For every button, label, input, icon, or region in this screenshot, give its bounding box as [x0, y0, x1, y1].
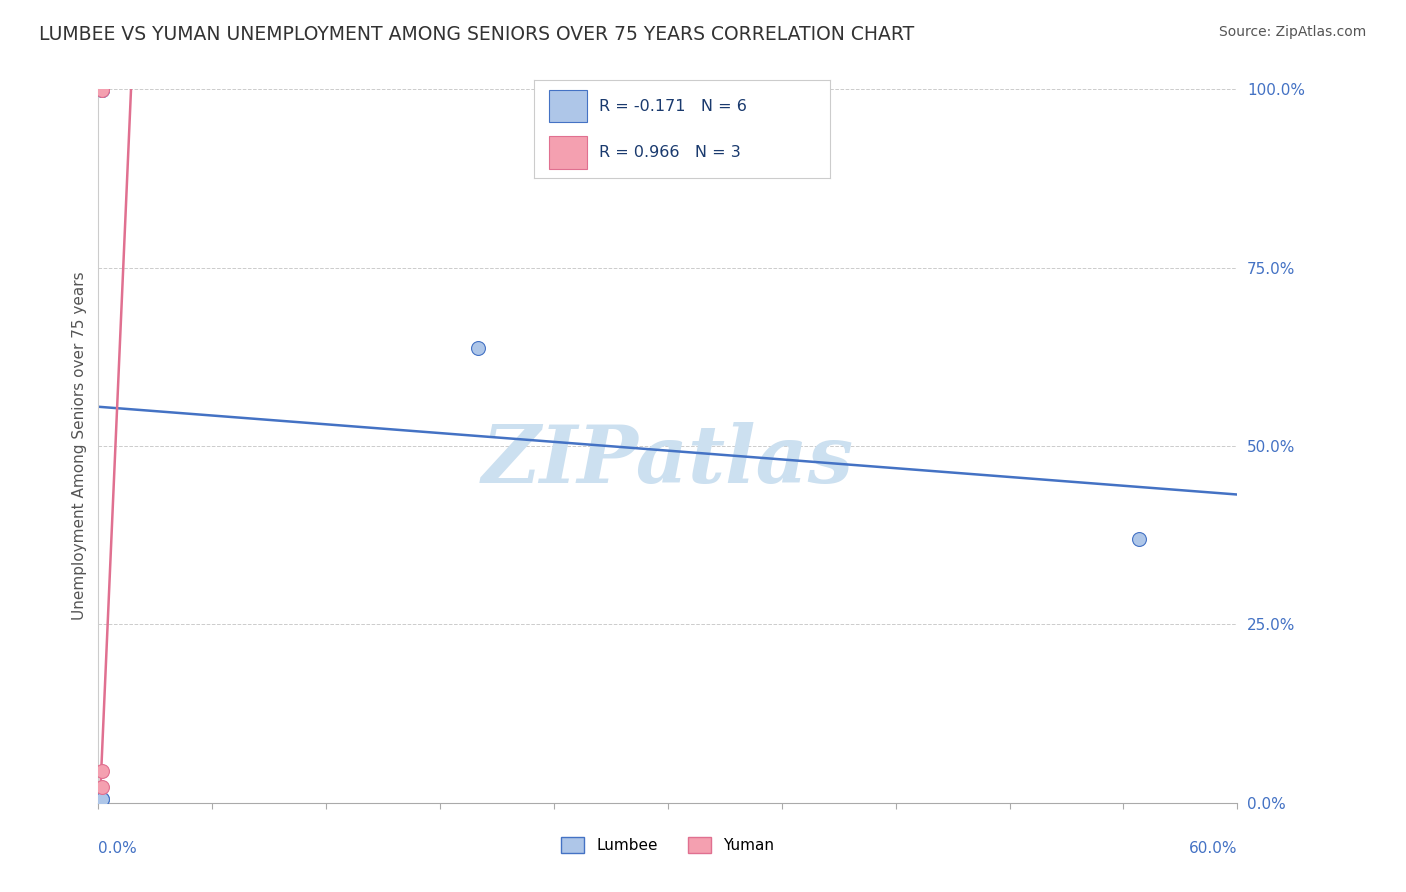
- Point: [91, 764, 114, 778]
- Y-axis label: Unemployment Among Seniors over 75 years: Unemployment Among Seniors over 75 years: [72, 272, 87, 620]
- Bar: [548, 136, 588, 169]
- Point: [1128, 532, 1150, 546]
- Bar: [548, 90, 588, 122]
- Point: [91, 792, 114, 806]
- Point: [91, 83, 114, 97]
- Point: [91, 83, 114, 97]
- Text: R = 0.966   N = 3: R = 0.966 N = 3: [599, 145, 741, 160]
- Text: R = -0.171   N = 6: R = -0.171 N = 6: [599, 99, 747, 114]
- Point: [91, 83, 114, 97]
- Point: [91, 780, 114, 794]
- Text: ZIPatlas: ZIPatlas: [482, 422, 853, 499]
- Point: [91, 792, 114, 806]
- Point: [467, 341, 489, 355]
- Text: 0.0%: 0.0%: [98, 841, 138, 855]
- Text: LUMBEE VS YUMAN UNEMPLOYMENT AMONG SENIORS OVER 75 YEARS CORRELATION CHART: LUMBEE VS YUMAN UNEMPLOYMENT AMONG SENIO…: [39, 25, 915, 44]
- Text: Source: ZipAtlas.com: Source: ZipAtlas.com: [1219, 25, 1367, 39]
- Text: 60.0%: 60.0%: [1189, 841, 1237, 855]
- Legend: Lumbee, Yuman: Lumbee, Yuman: [555, 831, 780, 859]
